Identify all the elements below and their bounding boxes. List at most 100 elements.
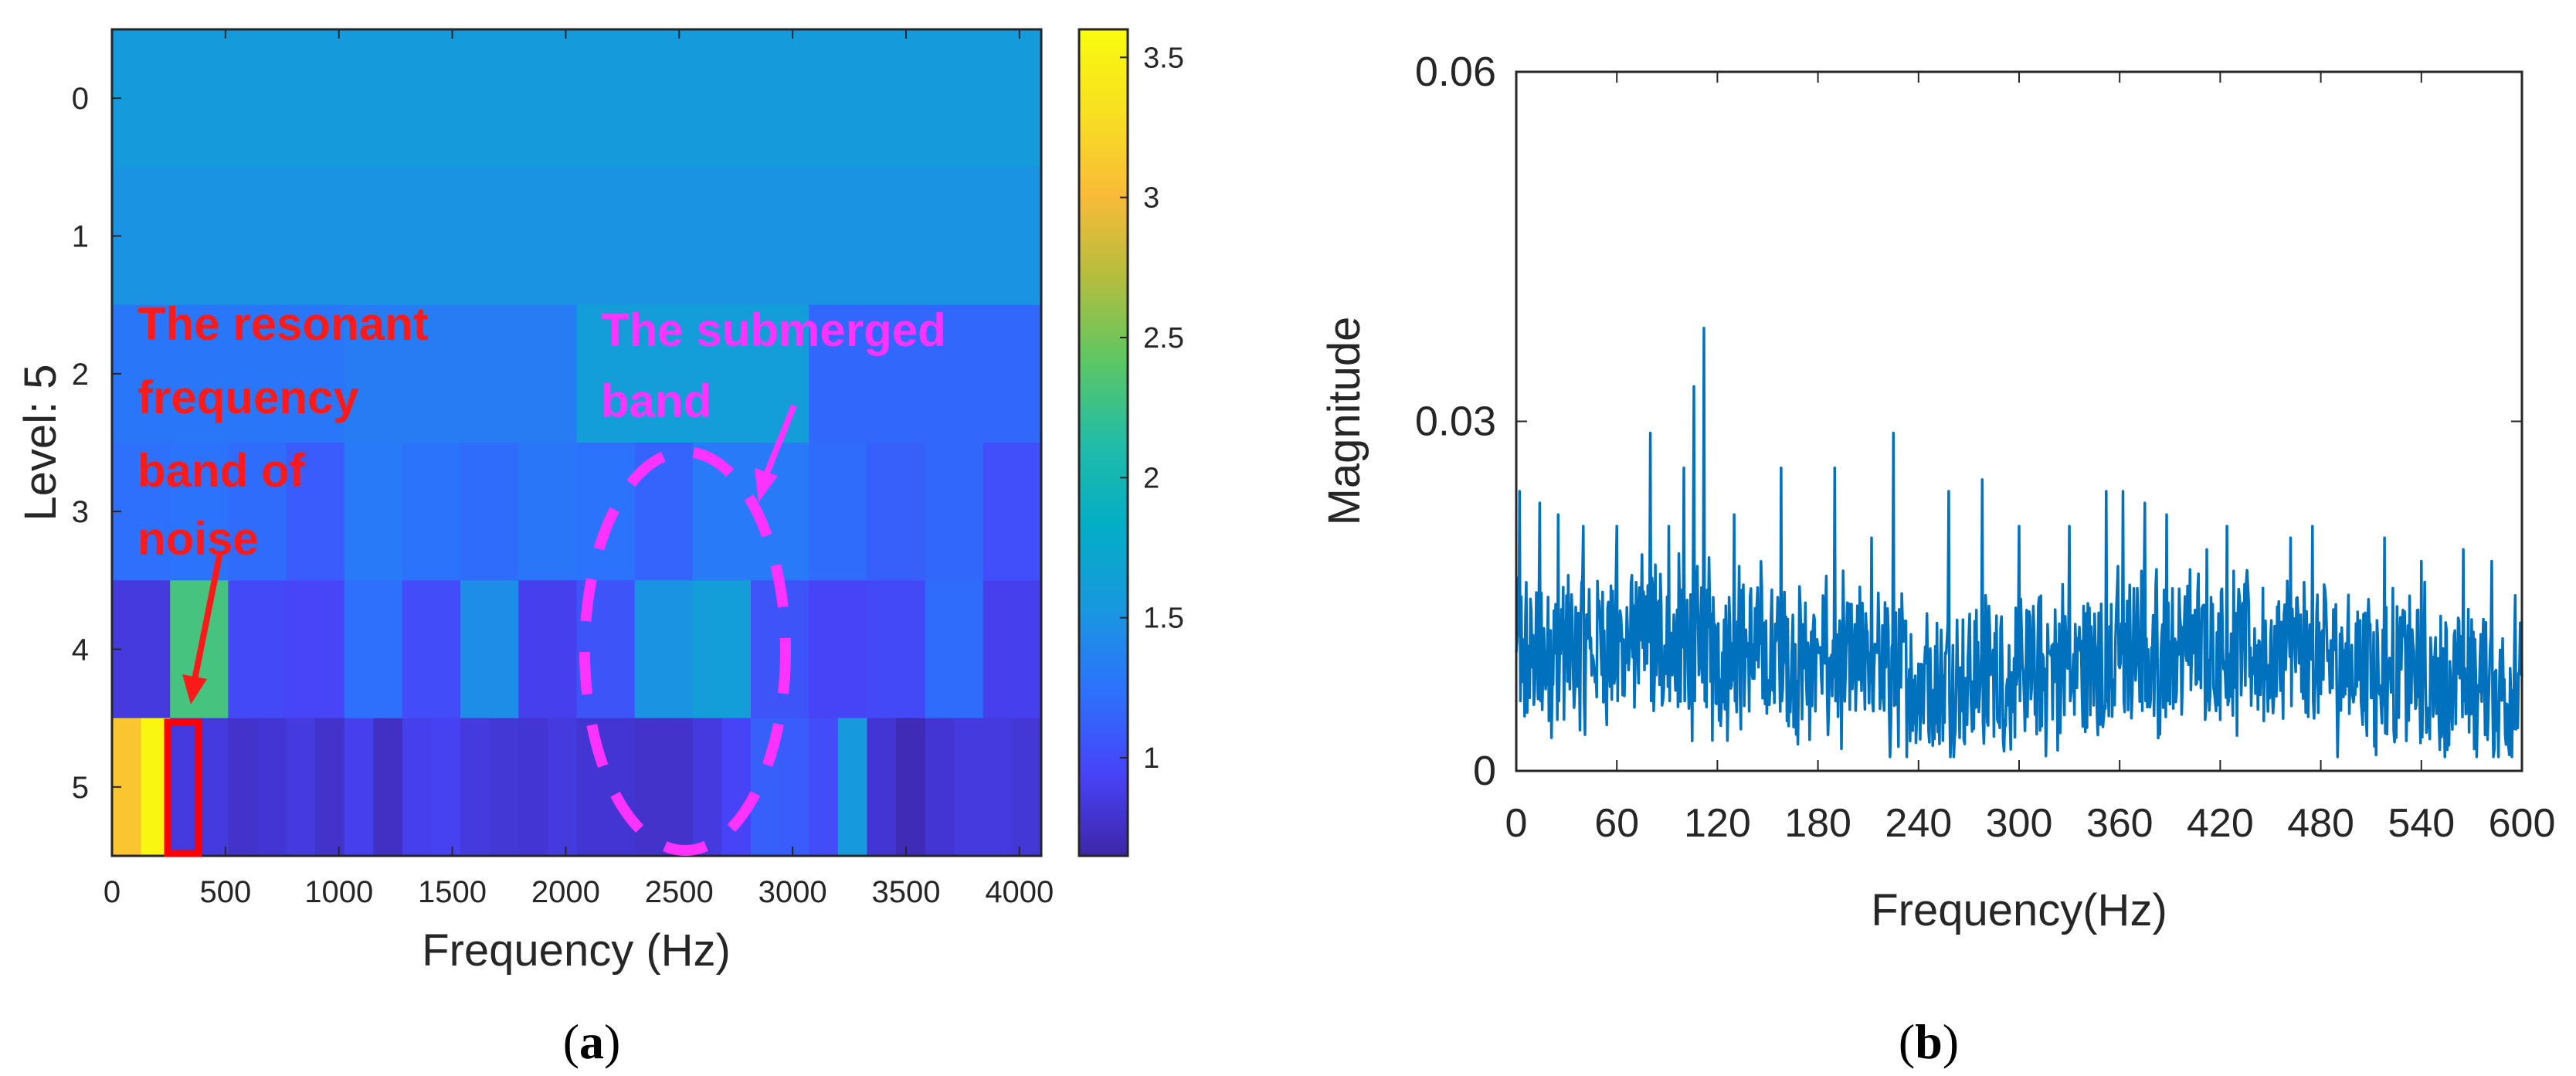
heatmap-cell (867, 718, 897, 857)
heatmap-cell (228, 718, 258, 857)
heatmap-cell (228, 443, 287, 581)
heatmap-cell (837, 718, 868, 857)
heatmap-cell (518, 718, 548, 857)
spectrum-y-label: Magnitude (1319, 317, 1369, 526)
heatmap-y-tick-label: 0 (72, 82, 89, 116)
heatmap-cell (518, 580, 578, 719)
caption-b: (b) (1899, 1014, 1959, 1069)
heatmap-cell (286, 718, 316, 857)
heatmap-cell (809, 718, 839, 857)
heatmap-y-tick-label: 5 (72, 771, 89, 805)
heatmap-cell (809, 580, 868, 719)
heatmap-cell (664, 718, 694, 857)
spectrum-x-tick-label: 420 (2187, 801, 2254, 846)
heatmap-x-tick-label: 3500 (871, 875, 940, 909)
spectrum-x-tick-label: 0 (1505, 801, 1528, 846)
submerged-band-ellipse (579, 446, 791, 856)
submerged-annotation-line2: band (601, 375, 711, 427)
heatmap-cell (721, 718, 752, 857)
heatmap-y-tick-label: 2 (72, 358, 89, 392)
submerged-annotation-line1: The submerged (601, 304, 946, 356)
spectrum-x-tick-label: 300 (1986, 801, 2053, 846)
spectrum-x-label: Frequency(Hz) (1871, 885, 2167, 935)
colorbar-tick-label: 3.5 (1143, 42, 1184, 74)
heatmap-x-ticks: 0 500 1000 1500 2000 2500 3000 3500 4000 (104, 29, 1054, 909)
heatmap-cell (925, 718, 955, 857)
heatmap-x-tick-label: 4000 (985, 875, 1054, 909)
heatmap-cell (606, 718, 636, 857)
spectrum-y-tick-label: 0 (1473, 748, 1496, 794)
heatmap-cell (983, 580, 1042, 719)
heatmap-x-tick-label: 0 (104, 875, 120, 909)
spectrum-frame (1515, 70, 2523, 772)
heatmap-cell (344, 443, 403, 581)
heatmap-x-tick-label: 2500 (645, 875, 714, 909)
heatmap-cell (112, 304, 345, 443)
resonant-annotation-line4: noise (137, 513, 259, 565)
spectrum-x-tick-label: 540 (2388, 801, 2455, 846)
colorbar-tick-label: 1 (1143, 742, 1159, 775)
heatmap-cell (896, 718, 926, 857)
colorbar-tick-label: 2 (1143, 462, 1159, 494)
resonant-annotation-line1: The resonant (137, 298, 429, 350)
heatmap-y-tick-label: 4 (72, 633, 89, 667)
heatmap-x-tick-label: 1500 (418, 875, 487, 909)
heatmap-cell (867, 443, 926, 581)
heatmap-cell (547, 718, 578, 857)
spectrum-x-tick-label: 60 (1594, 801, 1639, 846)
heatmap-frame (110, 28, 1043, 857)
heatmap-x-tick-label: 1000 (304, 875, 373, 909)
spectrum-line (1515, 327, 2523, 759)
heatmap-cell (983, 443, 1042, 581)
spectrum-y-tick-label: 0.03 (1415, 399, 1496, 445)
heatmap-x-label: Frequency (Hz) (422, 925, 731, 976)
spectrum-x-tick-label: 180 (1784, 801, 1851, 846)
heatmap-cell (373, 718, 403, 857)
heatmap-y-ticks: 0 1 2 3 4 5 (72, 82, 121, 805)
heatmap-cell (170, 718, 200, 857)
colorbar-tick-label: 2.5 (1143, 322, 1184, 355)
spectrum-x-tick-label: 360 (2086, 801, 2153, 846)
colorbar-tick-label: 1.5 (1143, 602, 1184, 635)
heatmap-cell (344, 580, 403, 719)
heatmap-cell (112, 580, 171, 719)
heatmap-cell (431, 718, 461, 857)
heatmap-cell (983, 718, 1013, 857)
colorbar-ticks: 1 1.5 2 2.5 3 3.5 (1120, 42, 1184, 775)
heatmap-cell (315, 718, 345, 857)
panel-b-spectrum: 0 60 120 180 240 300 360 420 480 540 600 0 0.03 0.06… (1319, 49, 2555, 1069)
heatmap-cell (809, 443, 868, 581)
heatmap-y-label: Level: 5 (15, 364, 66, 521)
heatmap-cell (954, 718, 984, 857)
heatmap-cell (344, 718, 374, 857)
spectrum-y-tick-label: 0.06 (1415, 49, 1496, 95)
heatmap-cell (286, 443, 345, 581)
heatmap-cell (286, 580, 345, 719)
spectrum-x-tick-label: 240 (1885, 801, 1952, 846)
heatmap-cells (112, 29, 1042, 857)
heatmap-cell (809, 304, 1042, 443)
panel-a-heatmap: 0 500 1000 1500 2000 2500 3000 3500 4000 012345 … (15, 28, 1184, 1069)
heatmap-cell (518, 443, 578, 581)
spectrum-y-tick-labels: 0 0.03 0.06 (1415, 49, 1496, 794)
spectrum-x-tick-label: 480 (2287, 801, 2354, 846)
submerged-arrowhead (755, 468, 778, 502)
heatmap-x-tick-label: 2000 (531, 875, 600, 909)
colorbar-tick-label: 3 (1143, 182, 1159, 215)
heatmap-cell (402, 718, 433, 857)
heatmap-cell (1012, 718, 1042, 857)
heatmap-cell (112, 443, 171, 581)
heatmap-cell (925, 443, 984, 581)
heatmap-cell (460, 718, 490, 857)
spectrum-x-tick-label: 600 (2489, 801, 2556, 846)
heatmap-cell (489, 718, 519, 857)
heatmap-cell (256, 718, 287, 857)
heatmap-cell (576, 443, 636, 581)
heatmap-cell (634, 718, 664, 857)
heatmap-x-tick-label: 3000 (759, 875, 827, 909)
spectrum-x-tick-label: 120 (1684, 801, 1751, 846)
resonant-band-highlight (164, 718, 202, 857)
resonant-arrowhead (182, 674, 207, 704)
heatmap-cell (228, 580, 287, 719)
